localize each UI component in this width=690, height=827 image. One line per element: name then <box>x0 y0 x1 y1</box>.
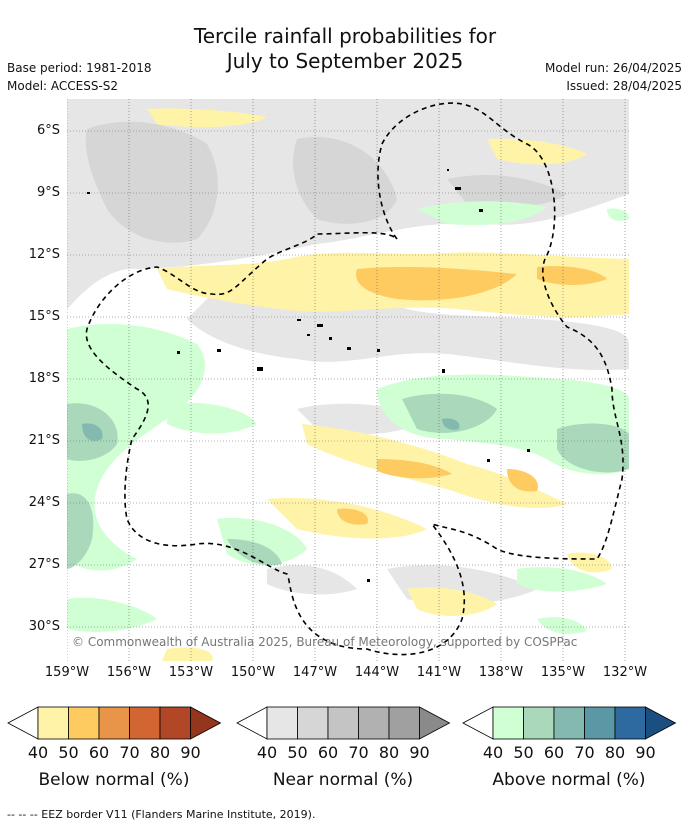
lon-label: 135°W <box>540 665 586 680</box>
above-normal-shading <box>67 201 629 634</box>
lon-label: 150°W <box>230 665 276 680</box>
colorbar-swatch <box>297 706 329 740</box>
lon-label: 156°W <box>106 665 152 680</box>
lat-label: 15°S <box>28 309 60 324</box>
colorbar-swatch <box>266 706 298 740</box>
colorbar-swatch <box>129 706 161 740</box>
lon-label: 132°W <box>602 665 648 680</box>
map-panel: © Commonwealth of Australia 2025, Bureau… <box>67 99 629 661</box>
colorbar-swatch <box>327 706 359 740</box>
colorbar-swatch <box>159 706 191 740</box>
eez-border <box>85 102 624 656</box>
colorbar-over-triangle <box>645 706 677 740</box>
colorbar-tick-label: 90 <box>409 743 430 762</box>
colorbar-tick-label: 80 <box>378 743 400 762</box>
colorbar-above <box>462 706 677 740</box>
title-line-2: July to September 2025 <box>226 49 464 73</box>
title-line-1: Tercile rainfall probabilities for <box>193 24 497 48</box>
colorbar-tick-label: 70 <box>348 743 369 762</box>
colorbar-below <box>7 706 222 740</box>
lon-label: 147°W <box>292 665 338 680</box>
colorbar-tick-label: 60 <box>543 743 565 762</box>
colorbar-tick-label: 80 <box>604 743 626 762</box>
model-name: Model: ACCESS-S2 <box>7 79 119 93</box>
base-period: Base period: 1981-2018 <box>7 61 152 75</box>
colorbar-tick-label: 80 <box>149 743 171 762</box>
colorbar-tick-label: 60 <box>88 743 110 762</box>
colorbar-swatch <box>553 706 585 740</box>
colorbar-tick-label: 70 <box>119 743 140 762</box>
lon-label: 141°W <box>416 665 462 680</box>
colorbar-swatch <box>523 706 555 740</box>
meta-left: Base period: 1981-2018 Model: ACCESS-S2 <box>7 59 152 95</box>
lat-label: 6°S <box>36 123 60 138</box>
colorbar-swatch <box>388 706 420 740</box>
colorbar-swatch <box>68 706 100 740</box>
colorbar-tick-label: 40 <box>256 743 278 762</box>
islands <box>87 169 530 582</box>
lat-label: 12°S <box>28 247 60 262</box>
colorbar-swatch <box>584 706 616 740</box>
colorbar-tick-label: 60 <box>317 743 339 762</box>
lat-label: 24°S <box>28 495 60 510</box>
colorbar-swatch <box>492 706 524 740</box>
colorbar-under-triangle <box>462 706 494 740</box>
colorbar-swatch <box>98 706 130 740</box>
colorbar-near <box>236 706 451 740</box>
lat-label: 21°S <box>28 433 60 448</box>
colorbar-tick-label: 40 <box>27 743 49 762</box>
lat-label: 18°S <box>28 371 60 386</box>
footnote: -- -- -- EEZ border V11 (Flanders Marine… <box>7 808 316 821</box>
colorbar-tick-label: 90 <box>635 743 656 762</box>
colorbar-title-below: Below normal (%) <box>38 770 190 790</box>
colorbar-over-triangle <box>419 706 451 740</box>
lon-label: 144°W <box>354 665 400 680</box>
colorbar-under-triangle <box>7 706 39 740</box>
chart-title: Tercile rainfall probabilities for July … <box>0 24 690 74</box>
colorbar-swatch <box>614 706 646 740</box>
graticule <box>67 99 629 661</box>
colorbar-tick-label: 50 <box>513 743 534 762</box>
colorbar-over-triangle <box>190 706 222 740</box>
colorbar-title-near: Near normal (%) <box>272 770 414 790</box>
colorbar-tick-label: 50 <box>58 743 79 762</box>
lon-label: 153°W <box>168 665 214 680</box>
meta-right: Model run: 26/04/2025 Issued: 28/04/2025 <box>545 59 682 95</box>
lon-label: 159°W <box>44 665 90 680</box>
colorbar-swatch <box>37 706 69 740</box>
lon-label: 138°W <box>478 665 524 680</box>
issued-date: Issued: 28/04/2025 <box>566 79 682 93</box>
model-run: Model run: 26/04/2025 <box>544 61 682 75</box>
lat-label: 27°S <box>28 557 60 572</box>
colorbar-tick-label: 50 <box>287 743 308 762</box>
colorbar-title-above: Above normal (%) <box>492 770 646 790</box>
copyright-notice: © Commonwealth of Australia 2025, Bureau… <box>72 635 578 649</box>
lat-label: 9°S <box>36 185 60 200</box>
colorbar-under-triangle <box>236 706 268 740</box>
colorbar-tick-label: 40 <box>482 743 504 762</box>
colorbar-tick-label: 70 <box>574 743 595 762</box>
colorbars <box>7 706 677 740</box>
colorbar-tick-label: 90 <box>180 743 201 762</box>
lat-label: 30°S <box>28 619 60 634</box>
map-canvas <box>67 99 629 661</box>
colorbar-swatch <box>358 706 390 740</box>
below-normal-shading <box>147 108 629 661</box>
